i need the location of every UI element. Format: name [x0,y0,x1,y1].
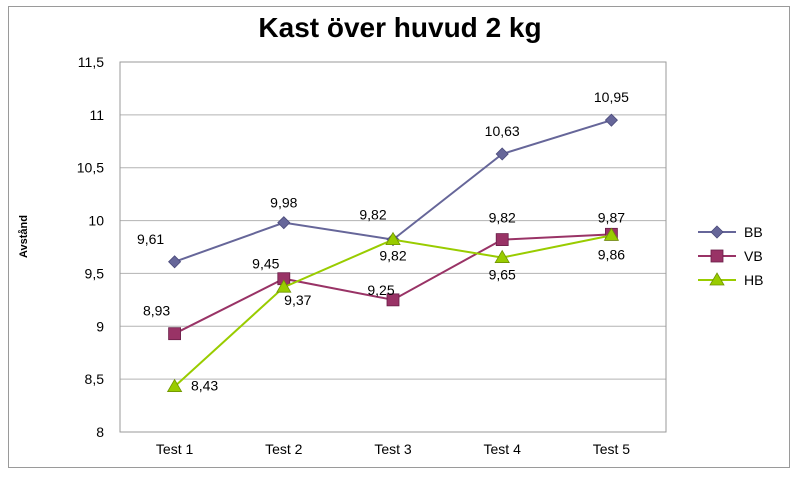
y-tick-label: 11 [89,107,104,123]
data-point-hb [603,227,620,241]
legend-marker-hb [709,272,725,286]
data-label-vb: 9,25 [367,282,394,298]
data-label-hb: 8,43 [191,378,218,394]
data-label-bb: 9,98 [270,195,297,211]
x-tick-label: Test 4 [484,441,522,457]
chart-title: Kast över huvud 2 kg [258,12,542,43]
data-point-hb [166,378,183,392]
data-point-hb [385,231,401,246]
data-point-bb [277,216,291,230]
x-tick-label: Test 5 [593,441,631,457]
data-label-hb: 9,37 [284,292,311,308]
data-point-hb [276,279,292,293]
data-point-bb [168,255,182,269]
y-tick-label: 10 [88,213,104,229]
data-point-bb [495,147,509,161]
data-label-vb: 9,45 [252,256,279,272]
legend-label-hb: HB [744,272,763,288]
data-label-hb: 9,86 [598,246,625,262]
y-tick-label: 10,5 [77,160,104,176]
legend-marker-bb [710,225,724,239]
data-label-bb: 9,82 [359,207,386,223]
data-point-vb [495,233,509,247]
y-tick-label: 8 [96,424,104,440]
legend-label-bb: BB [744,224,763,240]
x-tick-label: Test 3 [374,441,412,457]
data-label-bb: 10,63 [485,123,520,139]
data-point-vb [168,327,182,341]
data-label-hb: 9,65 [489,267,516,283]
data-label-bb: 10,95 [594,89,629,105]
data-label-vb: 9,87 [598,209,625,225]
legend-label-vb: VB [744,248,763,264]
data-point-hb [494,249,510,263]
chart-frame [8,6,790,468]
data-label-hb: 9,82 [379,248,406,264]
data-point-bb [604,113,618,127]
y-tick-label: 8,5 [85,371,105,387]
x-tick-label: Test 2 [265,441,303,457]
data-point-vb [386,293,400,307]
y-tick-label: 11,5 [78,54,104,70]
y-tick-label: 9 [96,318,104,334]
data-label-vb: 9,82 [489,210,516,226]
plot-border [119,61,667,433]
data-label-vb: 8,93 [143,303,170,319]
y-tick-label: 9,5 [85,265,105,281]
x-tick-label: Test 1 [156,441,194,457]
legend-marker-vb [710,249,724,263]
data-label-bb: 9,61 [137,231,164,247]
